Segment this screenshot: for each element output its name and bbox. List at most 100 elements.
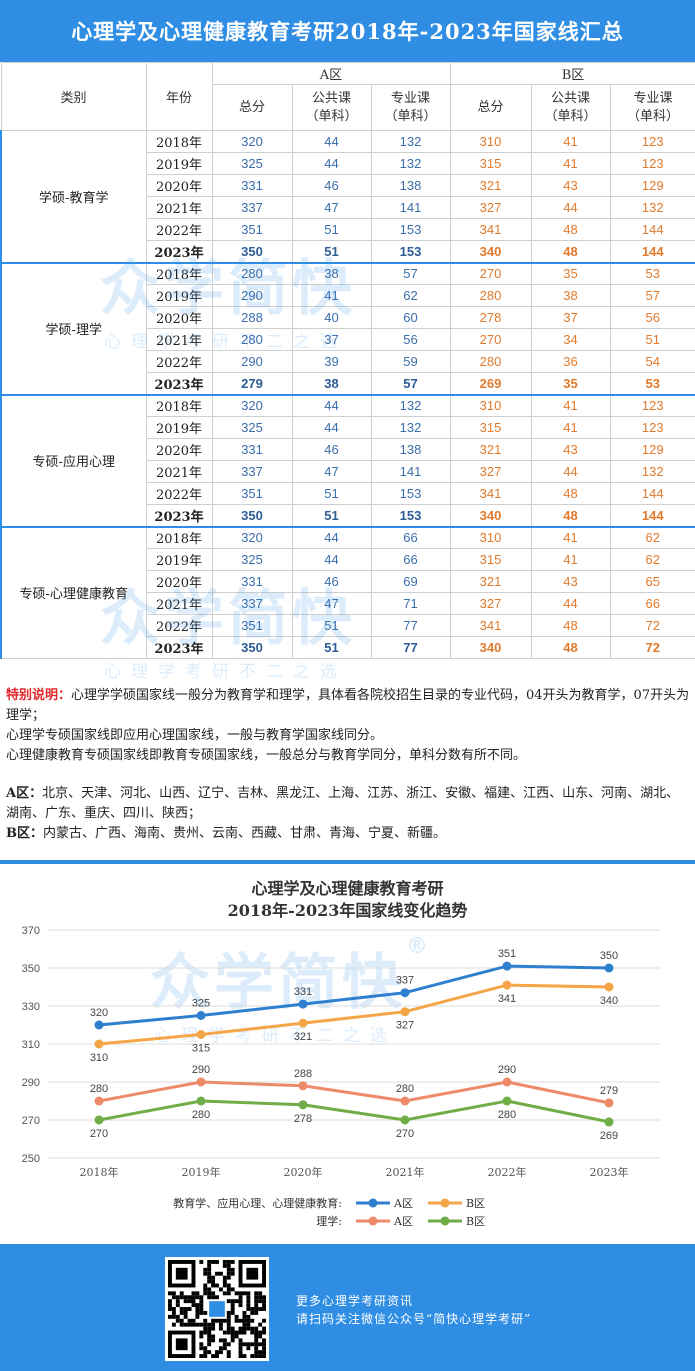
year-cell: 2018年 — [145, 261, 213, 285]
score-cell-a: 47 — [291, 196, 372, 219]
score-cell-a: 46 — [291, 438, 372, 461]
score-cell-b: 43 — [530, 438, 611, 461]
score-cell-b: 132 — [609, 460, 695, 483]
score-cell-b: 37 — [530, 306, 611, 329]
score-cell-a: 57 — [370, 372, 451, 395]
score-cell-b: 72 — [609, 614, 695, 637]
score-cell-b: 315 — [449, 152, 532, 175]
score-cell-a: 44 — [291, 130, 372, 153]
score-cell-b: 340 — [449, 504, 532, 527]
table-row: 2021年 337 47 141 327 44 132 — [1, 460, 695, 483]
score-cell-a: 51 — [291, 240, 372, 263]
year-cell: 2019年 — [145, 416, 213, 439]
category-cell: 学硕-理学 — [0, 261, 147, 395]
data-point — [604, 1098, 614, 1108]
score-cell-a: 153 — [370, 218, 451, 241]
score-cell-b: 144 — [609, 482, 695, 505]
score-cell-a: 39 — [291, 350, 372, 373]
table-row: 2021年 280 37 56 270 34 51 — [1, 328, 695, 351]
year-cell: 2023年 — [145, 504, 213, 527]
score-cell-a: 51 — [291, 482, 372, 505]
score-cell-b: 123 — [609, 130, 695, 153]
score-cell-a: 66 — [370, 525, 451, 549]
data-label: 290 — [498, 1064, 516, 1076]
score-cell-a: 38 — [291, 372, 372, 395]
score-cell-a: 320 — [211, 130, 293, 153]
header-a-major: 专业课 （单科） — [370, 84, 451, 131]
score-cell-b: 340 — [449, 240, 532, 263]
header-a-public: 公共课 （单科） — [291, 84, 372, 131]
score-cell-b: 270 — [449, 261, 532, 285]
table-row: 2023年 350 51 153 340 48 144 — [1, 504, 695, 527]
legend-marker — [440, 1216, 450, 1226]
data-label: 270 — [90, 1128, 108, 1140]
data-point — [298, 999, 308, 1009]
legend-group-label: 教育学、应用心理、心理健康教育: — [173, 1196, 342, 1210]
score-cell-b: 310 — [449, 393, 532, 417]
score-cell-b: 280 — [449, 284, 532, 307]
legend-label: A区 — [393, 1197, 413, 1210]
score-cell-a: 337 — [211, 460, 293, 483]
data-point — [94, 1020, 104, 1030]
score-cell-a: 290 — [211, 350, 293, 373]
score-cell-a: 44 — [291, 393, 372, 417]
score-cell-a: 66 — [370, 548, 451, 571]
legend-marker — [368, 1198, 378, 1208]
score-cell-b: 44 — [530, 592, 611, 615]
series-line — [98, 983, 610, 1046]
x-tick-label: 2020年 — [284, 1165, 323, 1179]
score-cell-b: 327 — [449, 196, 532, 219]
legend-group-label: 理学: — [316, 1214, 342, 1228]
score-cell-b: 315 — [449, 548, 532, 571]
score-cell-b: 72 — [609, 636, 695, 659]
data-point — [94, 1115, 104, 1125]
year-cell: 2022年 — [145, 482, 213, 505]
header-a-total: 总分 — [211, 84, 293, 131]
score-cell-a: 331 — [211, 174, 293, 197]
score-cell-b: 43 — [530, 174, 611, 197]
score-cell-b: 341 — [449, 482, 532, 505]
data-point — [196, 1077, 206, 1087]
score-cell-a: 320 — [211, 393, 293, 417]
score-cell-a: 153 — [370, 482, 451, 505]
data-label: 280 — [90, 1083, 108, 1095]
score-cell-b: 123 — [609, 152, 695, 175]
data-point — [298, 1081, 308, 1091]
score-cell-b: 315 — [449, 416, 532, 439]
score-cell-b: 36 — [530, 350, 611, 373]
score-cell-a: 44 — [291, 152, 372, 175]
score-cell-b: 48 — [530, 482, 611, 505]
year-cell: 2019年 — [145, 152, 213, 175]
score-cell-a: 153 — [370, 240, 451, 263]
score-cell-a: 290 — [211, 284, 293, 307]
score-cell-b: 35 — [530, 372, 611, 395]
score-cell-b: 41 — [530, 130, 611, 153]
score-cell-b: 34 — [530, 328, 611, 351]
data-point — [298, 1100, 308, 1110]
score-cell-b: 48 — [530, 614, 611, 637]
score-cell-a: 44 — [291, 525, 372, 549]
score-cell-a: 51 — [291, 614, 372, 637]
category-cell: 专硕-应用心理 — [0, 393, 147, 527]
series-line — [98, 1099, 610, 1124]
score-cell-b: 341 — [449, 218, 532, 241]
notes-section: 特别说明：心理学学硕国家线一般分为教育学和理学，具体看各院校招生目录的专业代码，… — [6, 686, 690, 844]
data-point — [604, 963, 614, 973]
header-zone-a: A区 — [211, 62, 451, 85]
data-label: 340 — [600, 995, 618, 1007]
score-cell-a: 153 — [370, 504, 451, 527]
data-point — [196, 1096, 206, 1106]
score-cell-a: 47 — [291, 592, 372, 615]
score-cell-b: 280 — [449, 350, 532, 373]
score-cell-a: 59 — [370, 350, 451, 373]
score-cell-a: 71 — [370, 592, 451, 615]
score-cell-a: 132 — [370, 416, 451, 439]
data-point — [196, 1030, 206, 1039]
score-cell-b: 62 — [609, 525, 695, 549]
data-label: 310 — [90, 1052, 108, 1064]
year-cell: 2021年 — [145, 196, 213, 219]
score-cell-a: 138 — [370, 438, 451, 461]
year-cell: 2023年 — [145, 372, 213, 395]
zone-b-provinces: B区：内蒙古、广西、海南、贵州、云南、西藏、甘肃、青海、宁夏、新疆。 — [6, 826, 447, 841]
header-b-public: 公共课 （单科） — [530, 84, 611, 131]
